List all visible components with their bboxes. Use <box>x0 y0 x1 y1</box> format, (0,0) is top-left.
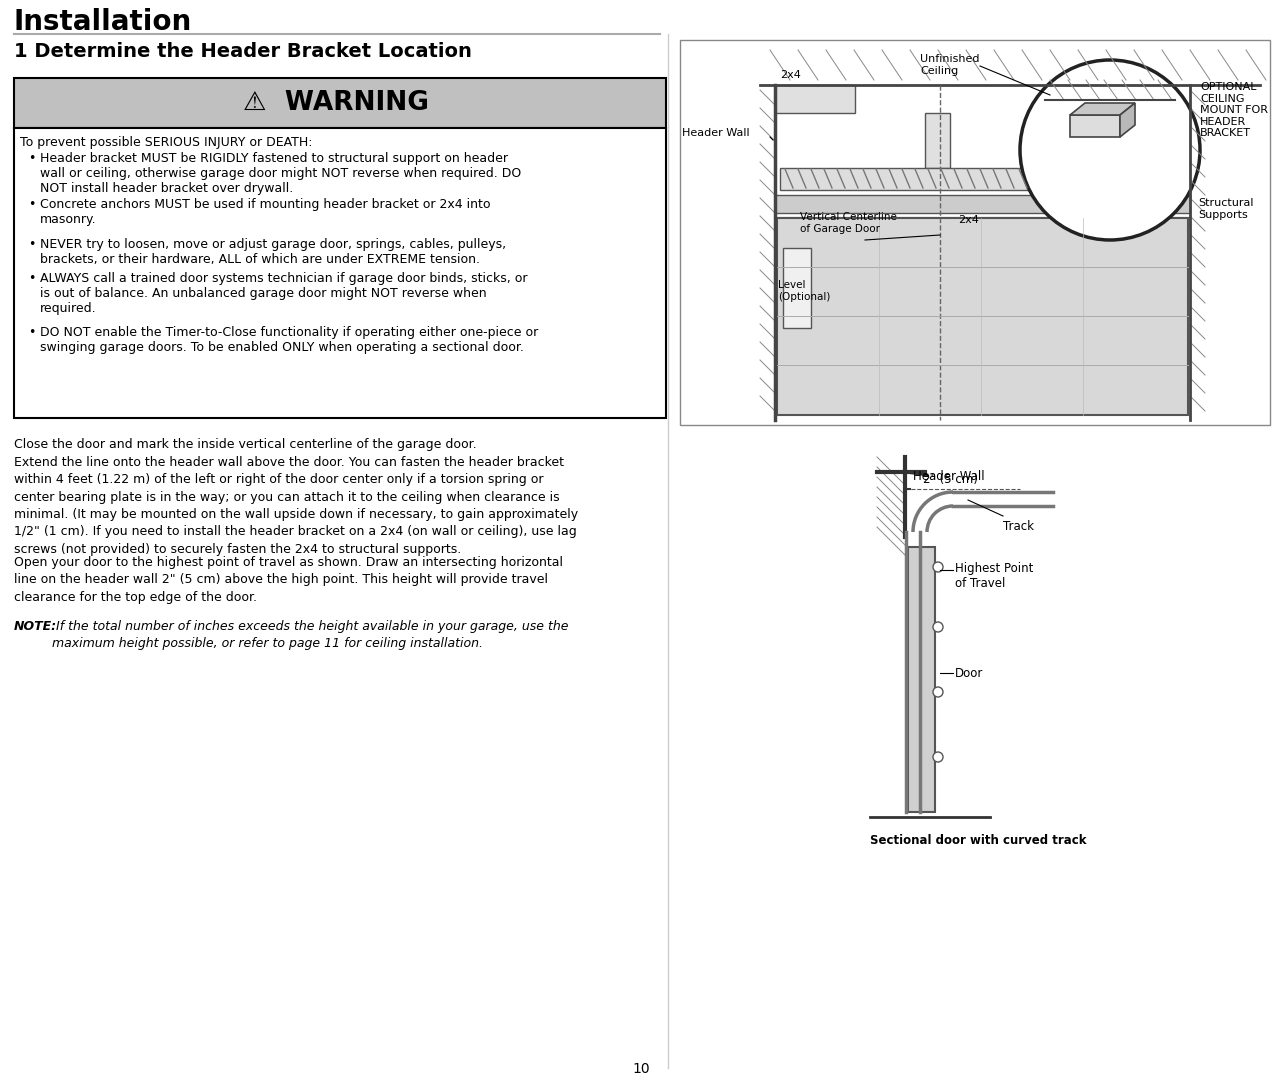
Text: Structural
Supports: Structural Supports <box>1197 198 1254 220</box>
Polygon shape <box>1070 103 1135 115</box>
Text: ALWAYS call a trained door systems technician if garage door binds, sticks, or
i: ALWAYS call a trained door systems techn… <box>40 272 527 315</box>
Circle shape <box>933 752 944 762</box>
Circle shape <box>933 687 944 697</box>
FancyBboxPatch shape <box>14 128 667 418</box>
Text: 2x4: 2x4 <box>779 70 801 80</box>
Text: Sectional door with curved track: Sectional door with curved track <box>870 834 1087 847</box>
Text: NOTE:: NOTE: <box>14 620 58 633</box>
Text: Header Wall: Header Wall <box>913 470 985 483</box>
Text: 10: 10 <box>632 1062 650 1076</box>
Text: Door: Door <box>955 667 983 680</box>
Text: •: • <box>28 272 36 285</box>
FancyBboxPatch shape <box>776 195 1190 213</box>
Text: Track: Track <box>1003 520 1035 533</box>
Text: 2x4: 2x4 <box>958 215 979 225</box>
Text: •: • <box>28 326 36 338</box>
Circle shape <box>933 622 944 632</box>
Text: Concrete anchors MUST be used if mounting header bracket or 2x4 into
masonry.: Concrete anchors MUST be used if mountin… <box>40 198 491 226</box>
Text: NEVER try to loosen, move or adjust garage door, springs, cables, pulleys,
brack: NEVER try to loosen, move or adjust gara… <box>40 238 506 266</box>
Text: Highest Point
of Travel: Highest Point of Travel <box>955 562 1033 590</box>
FancyBboxPatch shape <box>777 218 1188 415</box>
Text: Level
(Optional): Level (Optional) <box>778 280 831 302</box>
Text: To prevent possible SERIOUS INJURY or DEATH:: To prevent possible SERIOUS INJURY or DE… <box>21 136 313 149</box>
Text: ⚠  WARNING: ⚠ WARNING <box>244 89 429 116</box>
Text: If the total number of inches exceeds the height available in your garage, use t: If the total number of inches exceeds th… <box>53 620 568 650</box>
Text: 1 Determine the Header Bracket Location: 1 Determine the Header Bracket Location <box>14 42 472 61</box>
Text: Unfinished
Ceiling: Unfinished Ceiling <box>920 54 979 75</box>
FancyBboxPatch shape <box>926 113 950 168</box>
FancyBboxPatch shape <box>908 547 935 812</box>
FancyBboxPatch shape <box>14 78 667 128</box>
Circle shape <box>1020 60 1200 240</box>
FancyBboxPatch shape <box>779 168 1035 190</box>
Polygon shape <box>1120 103 1135 137</box>
Text: •: • <box>28 198 36 211</box>
Text: Header bracket MUST be RIGIDLY fastened to structural support on header
wall or : Header bracket MUST be RIGIDLY fastened … <box>40 152 522 195</box>
FancyBboxPatch shape <box>776 85 855 113</box>
Text: DO NOT enable the Timer-to-Close functionality if operating either one-piece or
: DO NOT enable the Timer-to-Close functio… <box>40 326 538 354</box>
FancyBboxPatch shape <box>783 248 812 328</box>
Text: OPTIONAL
CEILING
MOUNT FOR
HEADER
BRACKET: OPTIONAL CEILING MOUNT FOR HEADER BRACKE… <box>1200 82 1268 138</box>
Text: •: • <box>28 238 36 251</box>
FancyBboxPatch shape <box>776 217 1190 227</box>
FancyBboxPatch shape <box>679 40 1270 425</box>
Text: Close the door and mark the inside vertical centerline of the garage door.
Exten: Close the door and mark the inside verti… <box>14 438 578 556</box>
Text: Installation: Installation <box>14 8 192 36</box>
Text: Vertical Centerline
of Garage Door: Vertical Centerline of Garage Door <box>800 212 897 234</box>
Text: 2" (5 cm): 2" (5 cm) <box>923 473 978 486</box>
FancyBboxPatch shape <box>1070 115 1120 137</box>
Circle shape <box>933 562 944 572</box>
Text: •: • <box>28 152 36 165</box>
Text: Header Wall: Header Wall <box>682 128 750 138</box>
Text: Open your door to the highest point of travel as shown. Draw an intersecting hor: Open your door to the highest point of t… <box>14 556 563 604</box>
